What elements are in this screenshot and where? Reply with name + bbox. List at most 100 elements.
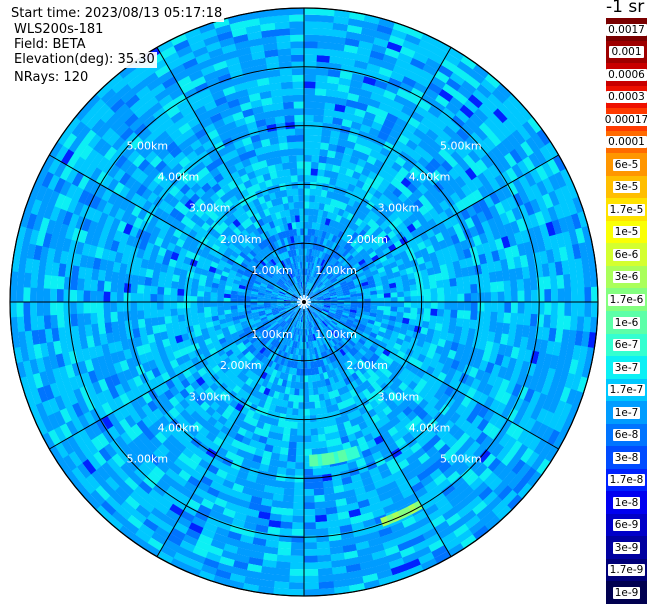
radar-cell	[321, 277, 328, 284]
radar-cell	[90, 301, 98, 314]
radar-cell	[423, 288, 431, 297]
radar-cell	[317, 282, 324, 288]
radar-cell	[491, 227, 502, 241]
radar-cell	[516, 218, 527, 233]
radar-cell	[426, 244, 436, 255]
radar-cell	[190, 289, 198, 297]
radar-cell	[326, 283, 334, 289]
radar-cell	[136, 301, 144, 311]
radar-cell	[298, 395, 304, 403]
radar-cell	[310, 269, 315, 277]
radar-cell	[320, 267, 326, 275]
radar-cell	[510, 290, 518, 303]
radar-cell	[459, 239, 470, 251]
radar-cell	[429, 123, 444, 137]
radar-cell	[560, 168, 574, 186]
radar-cell	[308, 291, 314, 298]
radar-cell	[404, 122, 418, 135]
radar-cell	[56, 313, 65, 328]
radar-cell	[421, 134, 435, 147]
radar-cell	[303, 508, 316, 516]
radar-cell	[575, 227, 586, 245]
radar-cell	[328, 240, 335, 249]
radar-cell	[304, 108, 315, 116]
radar-cell	[442, 218, 454, 230]
radar-cell	[144, 276, 153, 286]
radar-cell	[403, 261, 413, 270]
radar-cell	[341, 249, 349, 258]
radar-cell	[518, 174, 531, 191]
radar-cell	[330, 296, 338, 300]
radar-cell	[130, 292, 138, 302]
radar-cell	[477, 292, 485, 303]
radar-cell	[334, 236, 341, 245]
radar-cell	[355, 245, 364, 253]
radar-cell	[543, 314, 552, 329]
radar-cell	[316, 296, 324, 300]
radar-cell	[478, 103, 494, 119]
radar-cell	[313, 494, 325, 503]
radar-cell	[412, 51, 430, 65]
radar-cell	[385, 83, 400, 95]
radar-cell	[527, 116, 543, 134]
radar-cell	[323, 299, 331, 302]
radar-cell	[318, 202, 326, 211]
radar-cell	[305, 288, 307, 296]
radar-cell	[203, 291, 211, 298]
radar-cell	[365, 235, 374, 245]
radar-cell	[347, 237, 355, 246]
radar-cell	[402, 312, 411, 320]
radar-cell	[144, 317, 153, 328]
radar-cell	[420, 93, 436, 107]
radar-cell	[402, 39, 419, 53]
radar-cell	[424, 295, 432, 303]
radar-cell	[343, 261, 351, 269]
radar-cell	[378, 102, 392, 113]
radar-cell	[316, 547, 331, 556]
radar-cell	[309, 293, 315, 299]
radar-cell	[431, 100, 446, 114]
radar-cell	[478, 253, 488, 265]
radar-cell	[343, 272, 351, 279]
radar-cell	[394, 172, 406, 183]
radar-cell	[314, 290, 321, 295]
radar-cell	[110, 291, 118, 302]
radar-cell	[365, 272, 373, 279]
radar-cell	[494, 188, 507, 203]
radar-cell	[313, 208, 319, 217]
radar-cell	[447, 270, 456, 280]
radar-cell	[390, 100, 405, 112]
radar-cell	[529, 239, 540, 254]
radar-cell	[435, 315, 444, 325]
radar-cell	[407, 272, 416, 281]
radar-cell	[314, 279, 320, 286]
radar-cell	[306, 255, 310, 263]
radar-cell	[390, 28, 408, 41]
radar-cell	[309, 181, 317, 190]
radar-cell	[310, 441, 320, 449]
radar-cell	[492, 127, 508, 143]
radar-cell	[402, 144, 415, 157]
radar-cell	[374, 281, 383, 287]
radar-cell	[345, 99, 359, 109]
radar-cell	[416, 307, 425, 315]
radar-cell	[384, 47, 401, 59]
radar-cell	[468, 69, 486, 85]
radar-cell	[569, 273, 578, 289]
radar-cell	[427, 82, 443, 96]
radar-cell	[340, 240, 348, 249]
radar-cell	[470, 213, 482, 227]
radar-cell	[317, 299, 325, 302]
radar-cell	[143, 284, 152, 294]
radar-cell	[523, 171, 537, 188]
radar-cell	[349, 79, 364, 90]
radar-cell	[323, 203, 331, 212]
radar-cell	[310, 255, 314, 263]
radar-cell	[325, 262, 332, 270]
radar-cell	[548, 174, 561, 192]
radar-cell	[560, 185, 573, 203]
radar-cell	[339, 187, 348, 197]
radar-cell	[308, 292, 315, 298]
radar-cell	[464, 136, 479, 151]
radar-cell	[476, 172, 490, 187]
